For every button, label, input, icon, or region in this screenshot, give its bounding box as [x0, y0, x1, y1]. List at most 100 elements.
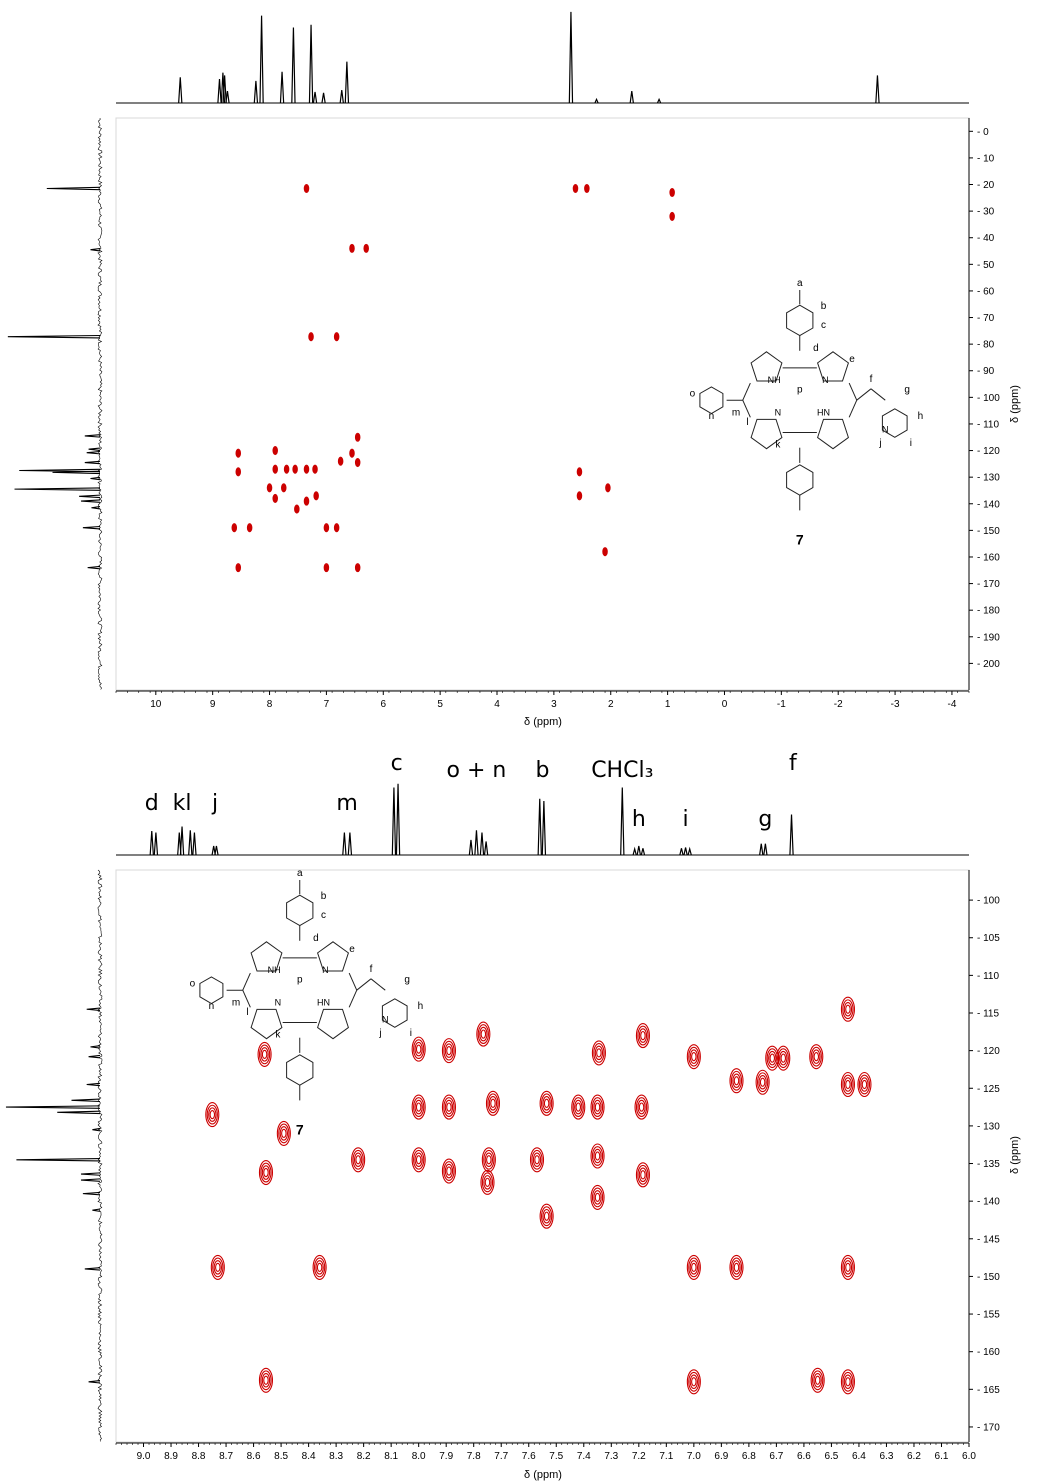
contour-level: [532, 1152, 542, 1168]
x-tick-label: 8.2: [357, 1451, 371, 1462]
x-tick-label: 6.1: [935, 1451, 949, 1462]
projection-peak: [153, 832, 159, 856]
contour-level: [858, 1074, 871, 1095]
contour-level: [843, 1077, 853, 1092]
contour-level: [304, 184, 309, 193]
contour-level: [308, 333, 314, 341]
contour-peak: [323, 523, 330, 533]
structure-label: h: [918, 411, 924, 422]
contour-peak: [292, 464, 298, 474]
y-tick-label: - 120: [977, 446, 1000, 457]
contour-level: [686, 1369, 701, 1395]
contour-level: [729, 1068, 744, 1094]
bond: [242, 972, 251, 991]
projection-noise: [97, 869, 103, 1442]
contour-level: [541, 1093, 553, 1114]
contour-level: [272, 465, 278, 473]
contour-peak: [686, 1044, 701, 1070]
contour-peak: [210, 1254, 225, 1280]
projection-peak: [79, 494, 101, 499]
y-tick-label: - 130: [977, 473, 1000, 484]
x-tick-label: 0: [722, 699, 728, 710]
contour-level: [861, 1079, 868, 1090]
contour-level: [577, 492, 582, 500]
structure-label: j: [878, 438, 881, 449]
projection-peak: [541, 800, 547, 856]
contour-level: [446, 1102, 452, 1112]
contour-level: [261, 1373, 271, 1388]
contour-peak: [303, 496, 310, 506]
x-tick-label: -3: [891, 699, 900, 710]
contour-level: [209, 1109, 216, 1120]
projection-peak: [321, 92, 326, 104]
contour-peak: [776, 1045, 791, 1071]
contour-peak: [235, 467, 242, 477]
contour-level: [257, 1041, 272, 1067]
y-tick-label: - 155: [977, 1310, 1000, 1321]
structure-label: f: [370, 964, 373, 975]
contour-level: [284, 465, 289, 473]
structure-label: k: [775, 440, 781, 451]
contour-level: [840, 1254, 855, 1280]
x-tick-label: 7: [324, 699, 330, 710]
contour-level: [338, 457, 343, 465]
x-tick-label: 6.8: [742, 1451, 756, 1462]
projection-peak: [683, 847, 688, 856]
y-tick-label: - 150: [977, 526, 1000, 537]
contour-peak: [605, 483, 611, 493]
projection-peak: [225, 90, 230, 104]
bond: [348, 972, 358, 991]
contour-level: [543, 1211, 550, 1221]
contour-level: [267, 484, 272, 492]
projection-peak: [7, 334, 101, 339]
bond: [356, 978, 372, 991]
contour-peak: [669, 187, 675, 198]
projection-peak: [339, 90, 344, 104]
projection-peak: [71, 1098, 101, 1103]
contour-level: [441, 1094, 456, 1120]
projection-peak: [87, 565, 101, 570]
contour-peak: [205, 1102, 220, 1128]
contour-level: [732, 1073, 741, 1089]
structure-label: g: [904, 385, 910, 396]
projection-peak: [253, 80, 259, 104]
structure-label: o: [690, 388, 696, 399]
contour-level: [593, 1042, 605, 1063]
projection-peak: [344, 61, 350, 104]
contour-level: [766, 1048, 778, 1069]
contour-peak: [476, 1021, 491, 1047]
contour-level: [857, 1071, 872, 1098]
contour-peak: [441, 1038, 456, 1064]
structure-label: e: [349, 944, 355, 955]
projection-peak: [80, 1178, 101, 1182]
contour-level: [637, 1099, 646, 1115]
pyrrole-ring: [317, 941, 349, 972]
contour-peak: [485, 1090, 501, 1116]
bond: [370, 978, 386, 991]
projection-peak: [537, 798, 542, 856]
contour-level: [635, 1162, 650, 1188]
structure-label: c: [321, 910, 326, 921]
contour-level: [415, 1155, 422, 1165]
contour-level: [411, 1094, 426, 1120]
projection-peak: [763, 843, 768, 856]
contour-level: [669, 188, 675, 197]
contour-peak: [571, 1094, 586, 1120]
contour-level: [732, 1260, 741, 1275]
projection-peak: [179, 826, 185, 856]
contour-peak: [354, 432, 361, 442]
contour-level: [730, 1257, 743, 1278]
contour-level: [484, 1177, 491, 1187]
contour-peak: [635, 1023, 650, 1049]
x-tick-label: 8.7: [219, 1451, 233, 1462]
structure-label: i: [410, 1028, 412, 1039]
x-tick-label: 3: [551, 699, 557, 710]
contour-level: [355, 563, 360, 572]
y-tick-label: - 165: [977, 1385, 1000, 1396]
contour-level: [593, 1148, 602, 1164]
x-axis-label: δ (ppm): [524, 716, 562, 728]
projection-peak: [90, 247, 101, 252]
pyrrole-ring: [750, 351, 783, 382]
x-tick-label: 2: [608, 699, 614, 710]
